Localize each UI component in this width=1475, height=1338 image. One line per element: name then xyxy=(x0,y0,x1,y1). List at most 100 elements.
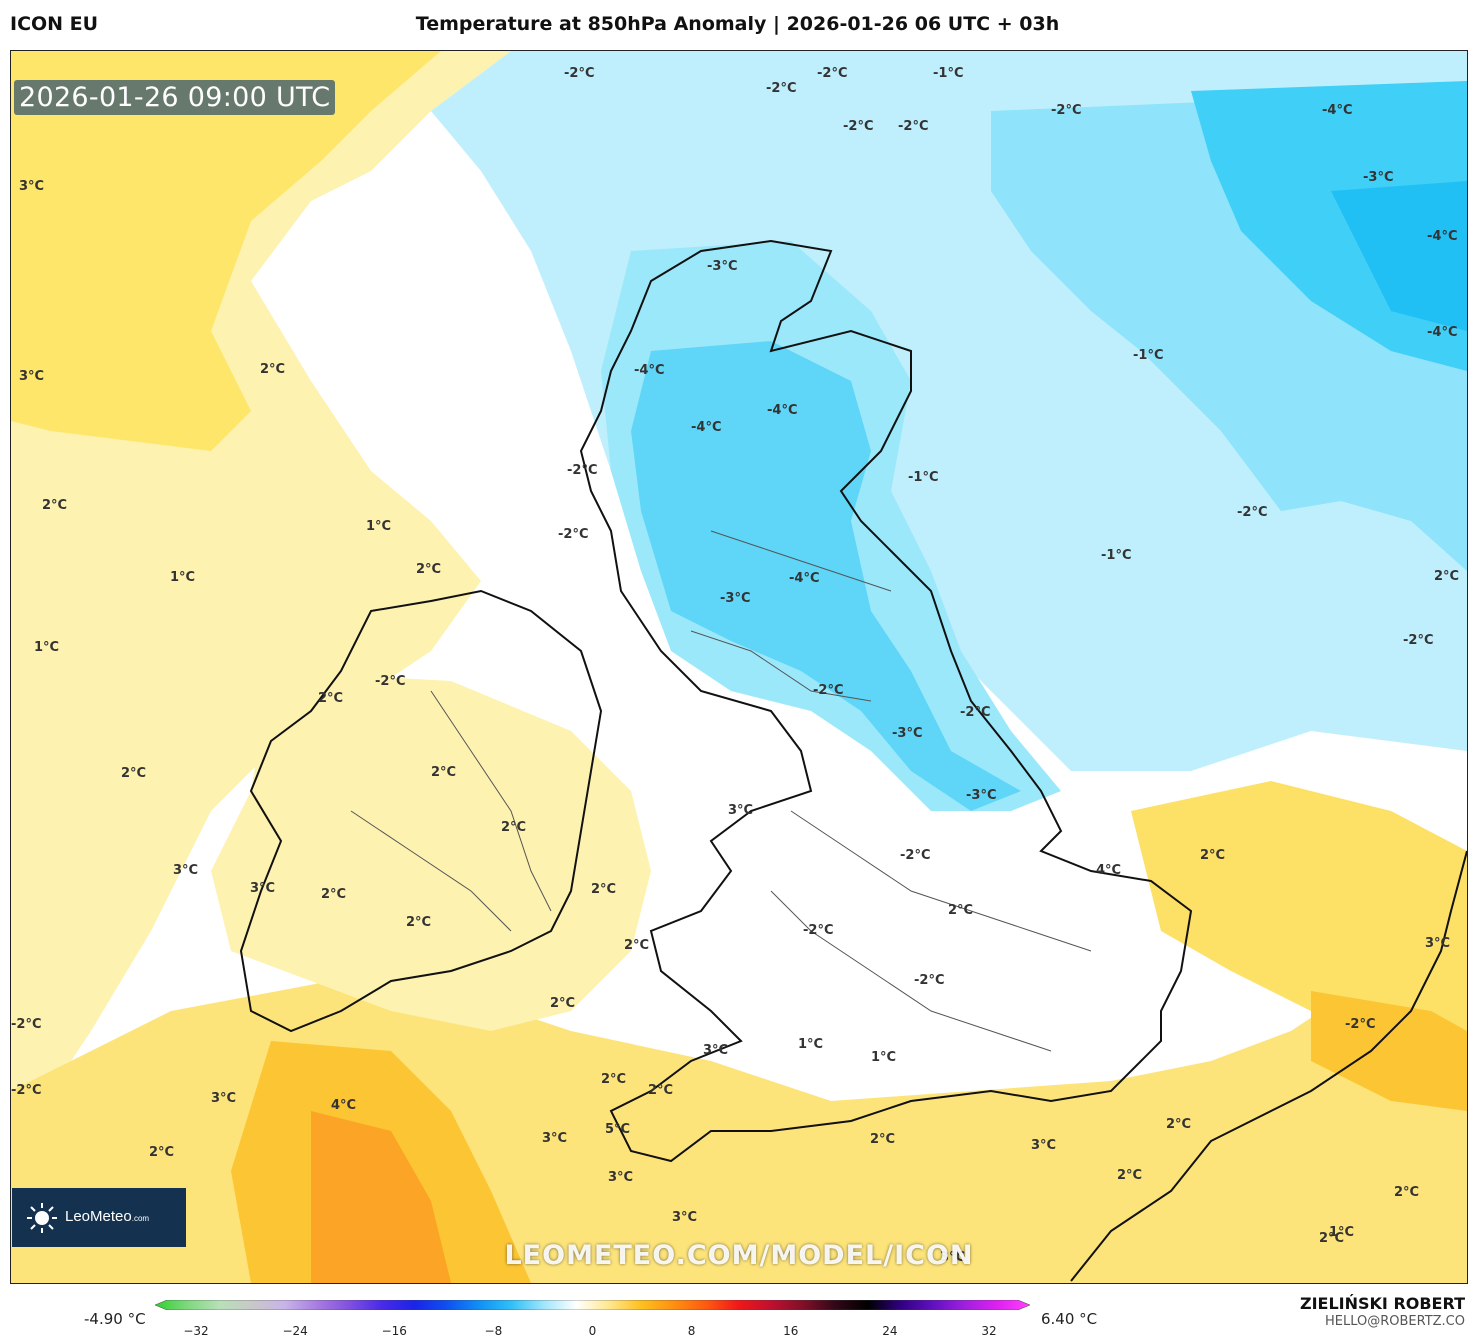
contour-label: 2°C xyxy=(591,882,617,897)
sun-icon xyxy=(27,1203,57,1233)
valid-time-badge: 2026-01-26 09:00 UTC xyxy=(14,80,336,115)
contour-label: 2°C xyxy=(624,938,650,953)
contour-label: 3°C xyxy=(542,1131,568,1146)
contour-label: -3°C xyxy=(707,259,738,274)
logo-suffix: .com xyxy=(131,1214,150,1223)
contour-label: 2°C xyxy=(948,903,974,918)
map-panel[interactable]: 2026-01-26 09:00 UTC -2°C -2°C -2°C -1°C -2°… xyxy=(10,50,1468,1284)
contour-label: 2°C xyxy=(501,820,527,835)
map-title: Temperature at 850hPa Anomaly | 2026-01-… xyxy=(415,13,1060,35)
warm-south-hot xyxy=(311,1111,451,1283)
contour-label: 3°C xyxy=(1031,1138,1057,1153)
contour-label: 3°C xyxy=(173,863,199,878)
colorbar-tick-label: 8 xyxy=(687,1324,696,1338)
colorbar: -4.90 °C −32 −24 −16 −8 0 8 16 24 32 6.40 °C ZIE… xyxy=(0,1284,1475,1338)
contour-label: -2°C xyxy=(898,119,929,134)
model-name: ICON EU xyxy=(10,13,99,35)
contour-label: 2°C xyxy=(121,766,147,781)
contour-label: 3°C xyxy=(19,179,45,194)
author-email[interactable]: HELLO@ROBERTZ.CO xyxy=(1324,1314,1465,1329)
contour-label: -4°C xyxy=(634,363,665,378)
contour-label: 3°C xyxy=(250,881,276,896)
contour-label: -2°C xyxy=(1051,103,1082,118)
contour-label: 3°C xyxy=(211,1091,237,1106)
contour-label: 2°C xyxy=(431,765,457,780)
warm-west-3 xyxy=(11,471,191,611)
contour-label: -1°C xyxy=(1133,348,1164,363)
contour-label: 1°C xyxy=(871,1050,897,1065)
contour-label: 2°C xyxy=(1117,1168,1143,1183)
contour-label: 1°C xyxy=(798,1037,824,1052)
contour-label: -2°C xyxy=(375,674,406,689)
contour-label: 3°C xyxy=(608,1170,634,1185)
contour-label: 2°C xyxy=(870,1132,896,1147)
admin-boundaries xyxy=(350,530,1092,1052)
contour-label: -4°C xyxy=(1322,103,1353,118)
contour-label: 1°C xyxy=(366,519,392,534)
contour-label: 1°C xyxy=(34,640,60,655)
contour-label: 2°C xyxy=(1319,1231,1345,1246)
contour-label: -3°C xyxy=(720,591,751,606)
scotland-cold-core xyxy=(631,341,1021,811)
contour-label: -2°C xyxy=(843,119,874,134)
contour-label: -2°C xyxy=(766,81,797,96)
contour-label: 1°C xyxy=(170,570,196,585)
warm-west-2 xyxy=(11,51,441,451)
warm-east-core xyxy=(1311,991,1467,1111)
contour-label: -1°C xyxy=(933,66,964,81)
contour-label: 2°C xyxy=(149,1145,175,1160)
colorbar-tick-label: 24 xyxy=(882,1324,898,1338)
contour-label: 2°C xyxy=(1200,848,1226,863)
colorbar-tick-label: 0 xyxy=(588,1324,597,1338)
contour-label: -2°C xyxy=(1403,633,1434,648)
contour-label: -1°C xyxy=(1101,548,1132,563)
contour-label: -2°C xyxy=(900,848,931,863)
contour-label: -3°C xyxy=(1363,170,1394,185)
contour-label: -2°C xyxy=(803,923,834,938)
contour-label: -3°C xyxy=(892,726,923,741)
colorbar-min-label: -4.90 °C xyxy=(84,1310,146,1328)
contour-label: -2°C xyxy=(914,973,945,988)
contour-label: 2°C xyxy=(260,362,286,377)
site-watermark: LEOMETEO.COM/MODEL/ICON xyxy=(504,1240,974,1271)
colorbar-gradient xyxy=(155,1300,1030,1310)
contour-label: -2°C xyxy=(813,683,844,698)
contour-label: -2°C xyxy=(11,1017,42,1032)
contour-label: 3°C xyxy=(728,803,754,818)
colorbar-tick-label: −24 xyxy=(282,1324,308,1338)
contour-label: -2°C xyxy=(817,66,848,81)
contour-label: 3°C xyxy=(1425,936,1451,951)
author-credit: ZIELIŃSKI ROBERT xyxy=(1299,1294,1465,1313)
contour-label: -2°C xyxy=(1345,1017,1376,1032)
contour-label: 3°C xyxy=(703,1043,729,1058)
contour-label: -2°C xyxy=(1237,505,1268,520)
contour-label: 3°C xyxy=(672,1210,698,1225)
contour-label: 3°C xyxy=(940,1250,966,1265)
contour-label: -2°C xyxy=(960,705,991,720)
contour-label: -4°C xyxy=(1427,325,1458,340)
coastlines xyxy=(239,239,1467,1282)
contour-label: -2°C xyxy=(11,1083,42,1098)
contour-label: -2°C xyxy=(564,66,595,81)
contour-label: 2°C xyxy=(601,1072,627,1087)
colorbar-tick-label: −8 xyxy=(484,1324,503,1338)
contour-label: 2°C xyxy=(1166,1117,1192,1132)
leometeo-logo: LeoMeteo.com xyxy=(12,1188,186,1247)
contour-label: 2°C xyxy=(1394,1185,1420,1200)
contour-label: -2°C xyxy=(567,463,598,478)
contour-label: 4°C xyxy=(1096,863,1122,878)
warm-ireland xyxy=(211,671,651,1031)
contour-label: 2°C xyxy=(648,1083,674,1098)
logo-wordmark: LeoMeteo xyxy=(65,1208,132,1225)
contour-label: 2°C xyxy=(416,562,442,577)
contour-label: 2°C xyxy=(1434,569,1460,584)
contour-label: 2°C xyxy=(318,691,344,706)
contour-label: -4°C xyxy=(789,571,820,586)
contour-label: -1°C xyxy=(908,470,939,485)
colorbar-tick-label: −32 xyxy=(183,1324,209,1338)
contour-label: 5°C xyxy=(605,1122,631,1137)
contour-label: -3°C xyxy=(966,788,997,803)
contour-label: 2°C xyxy=(42,498,68,513)
contour-label: 2°C xyxy=(406,915,432,930)
contour-label: -2°C xyxy=(558,527,589,542)
